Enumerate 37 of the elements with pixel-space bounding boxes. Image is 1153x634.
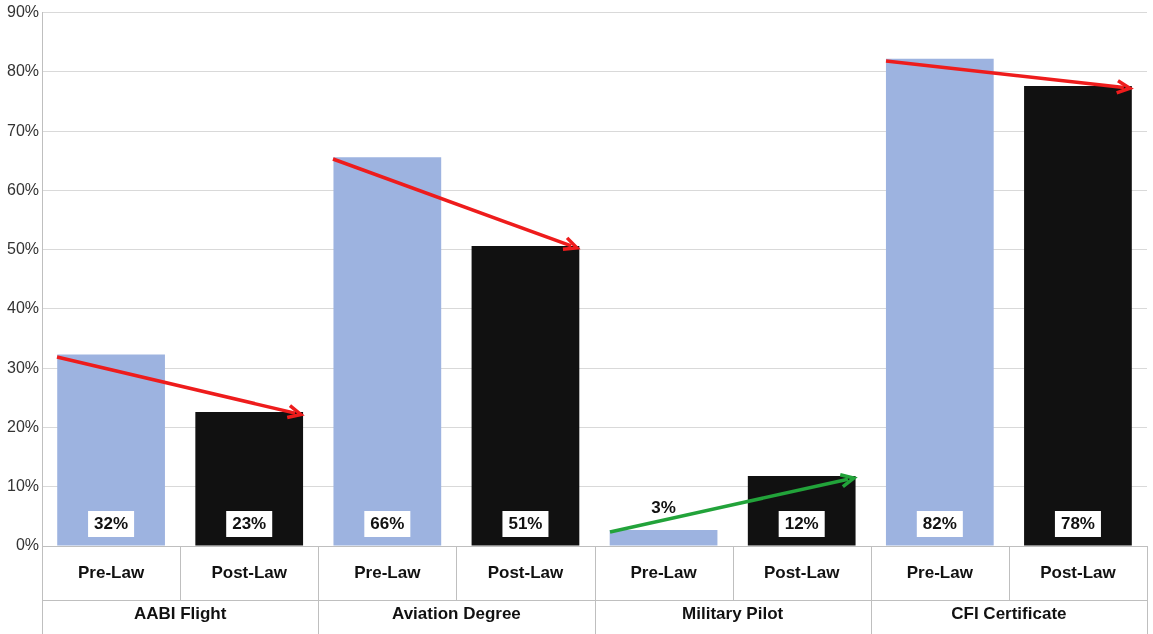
y-tick-label: 60% [6, 180, 40, 198]
data-label: 3% [651, 497, 676, 517]
y-tick-label: 40% [6, 299, 40, 317]
y-tick-label: 80% [6, 62, 40, 80]
y-tick-label: 0% [15, 536, 40, 554]
y-tick-label: 10% [6, 477, 40, 495]
x-tick-label: CFI Certificate [951, 603, 1067, 623]
x-tick-label: Aviation Degree [391, 603, 521, 623]
bar [57, 354, 165, 546]
text: Post-Law [763, 562, 840, 582]
data-label: 32% [94, 513, 129, 533]
bar [885, 58, 994, 546]
x-tick-label: AABI Flight [133, 603, 227, 623]
bar [333, 157, 442, 546]
series-label: Post-Law [211, 562, 288, 582]
data-label: 78% [1060, 513, 1095, 533]
bar [1024, 86, 1132, 546]
data-label: 23% [232, 513, 267, 533]
text: Pre-Law [354, 562, 421, 582]
x-tick-label: Military Pilot [682, 603, 784, 623]
bar [195, 412, 304, 546]
y-tick-label: 30% [6, 358, 40, 376]
y-tick-label: 50% [6, 240, 40, 258]
text: Post-Law [487, 562, 564, 582]
bar [471, 246, 580, 546]
text: Pre-Law [630, 562, 697, 582]
text: Post-Law [1040, 562, 1116, 582]
text: Pre-Law [906, 562, 973, 582]
data-label: 12% [784, 513, 819, 533]
y-tick-label: 70% [6, 121, 40, 139]
y-tick-label: 90% [6, 3, 40, 21]
series-label: Pre-Law [78, 562, 145, 582]
data-label: 66% [370, 513, 405, 533]
y-tick-label: 20% [6, 417, 40, 435]
bar [609, 530, 718, 546]
data-label: 82% [922, 513, 957, 533]
data-label: 51% [508, 513, 543, 533]
